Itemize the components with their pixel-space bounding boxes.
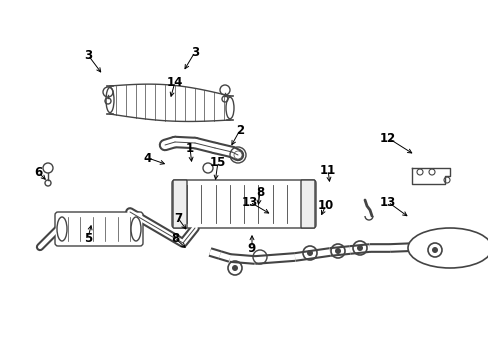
- Text: 8: 8: [170, 231, 179, 244]
- Text: 10: 10: [317, 198, 333, 212]
- Text: 4: 4: [143, 152, 152, 165]
- Text: 12: 12: [379, 131, 395, 144]
- FancyBboxPatch shape: [172, 180, 315, 228]
- Circle shape: [306, 250, 312, 256]
- FancyBboxPatch shape: [55, 212, 142, 246]
- Text: 6: 6: [34, 166, 42, 179]
- Text: 14: 14: [166, 76, 183, 89]
- Circle shape: [431, 247, 437, 253]
- Text: 5: 5: [84, 231, 92, 244]
- Polygon shape: [411, 168, 449, 184]
- Text: 1: 1: [185, 141, 194, 154]
- Text: 8: 8: [255, 185, 264, 198]
- Text: 7: 7: [174, 212, 182, 225]
- Polygon shape: [110, 84, 229, 121]
- Text: 9: 9: [247, 242, 256, 255]
- FancyBboxPatch shape: [173, 180, 186, 228]
- Ellipse shape: [407, 228, 488, 268]
- Circle shape: [334, 248, 340, 254]
- Text: 2: 2: [235, 123, 244, 136]
- Text: 3: 3: [190, 45, 199, 59]
- Text: 11: 11: [319, 163, 335, 176]
- Text: 3: 3: [84, 49, 92, 62]
- FancyBboxPatch shape: [301, 180, 314, 228]
- Text: 13: 13: [242, 195, 258, 208]
- Circle shape: [231, 265, 238, 271]
- Text: 15: 15: [209, 156, 226, 168]
- Circle shape: [356, 245, 362, 251]
- Text: 13: 13: [379, 195, 395, 208]
